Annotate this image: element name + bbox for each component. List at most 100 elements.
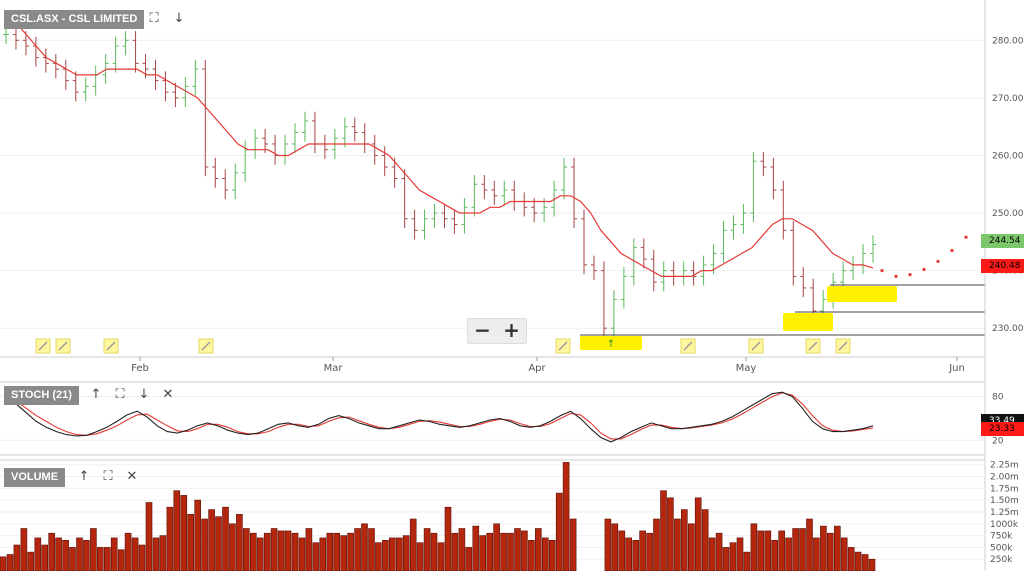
volume-bar <box>312 542 320 571</box>
stoch-k-line <box>5 391 874 443</box>
volume-bar <box>653 518 660 571</box>
volume-bar <box>604 518 612 571</box>
volume-bar <box>847 547 855 571</box>
volume-bar <box>840 537 848 571</box>
highlight-mark <box>827 286 897 302</box>
volume-bar <box>6 554 14 571</box>
volume-bar <box>764 530 772 571</box>
volume-bar <box>402 535 410 571</box>
arrow-up-icon[interactable]: ↑ <box>90 387 102 402</box>
pencil-icon-stroke <box>106 341 116 351</box>
volume-bar <box>69 547 76 571</box>
volume-bar <box>27 551 35 571</box>
volume-bar <box>750 523 758 571</box>
expand-icon[interactable]: ⛶ <box>149 11 159 26</box>
volume-label[interactable]: VOLUME <box>4 468 66 487</box>
price-bars <box>3 25 876 338</box>
close-icon[interactable]: ✕ <box>162 387 174 402</box>
volume-bar <box>507 532 514 571</box>
volume-bar <box>375 542 382 571</box>
volume-bar <box>124 532 132 571</box>
volume-bar <box>90 528 97 571</box>
month-label: Apr <box>528 363 546 374</box>
volume-bar <box>437 542 445 571</box>
volume-bar <box>548 539 556 571</box>
pencil-icon-stroke <box>201 341 211 351</box>
volume-bar <box>354 528 361 571</box>
volume-tick-label: 1.25m <box>990 508 1019 518</box>
stoch-axis: 80 20 <box>992 393 1004 447</box>
arrow-down-icon[interactable]: ↓ <box>173 11 185 26</box>
volume-bar <box>792 528 799 571</box>
volume-bar <box>416 542 424 571</box>
pencil-icon-stroke <box>838 341 848 351</box>
volume-bar <box>430 532 438 571</box>
price-tick-label: 230.00 <box>992 324 1024 334</box>
volume-bar <box>458 528 466 571</box>
symbol-label[interactable]: CSL.ASX - CSL LIMITED <box>4 10 145 29</box>
volume-bar <box>528 539 535 571</box>
zoom-out-button[interactable]: − <box>474 318 491 342</box>
volume-bar <box>83 539 90 571</box>
volume-bar <box>541 537 549 571</box>
volume-bar <box>722 547 730 571</box>
volume-bar <box>521 530 528 571</box>
highlight-marks: ↑ <box>580 284 985 350</box>
volume-bar <box>41 544 49 571</box>
volume-bar <box>145 502 153 571</box>
volume-tick-label: 2.25m <box>990 461 1019 471</box>
volume-bar <box>34 537 42 571</box>
pencil-icon-stroke <box>58 341 68 351</box>
volume-tick-label: 500k <box>990 543 1013 553</box>
volume-bar <box>340 535 348 571</box>
volume-bar <box>305 528 313 571</box>
volume-bar <box>409 518 417 571</box>
volume-bar <box>451 532 459 571</box>
volume-bar <box>291 532 299 571</box>
volume-bar <box>0 556 7 571</box>
price-grid <box>0 0 985 358</box>
volume-bar <box>854 551 862 571</box>
stoch-tick-label: 20 <box>992 436 1004 446</box>
arrow-up-icon[interactable]: ↑ <box>78 469 90 484</box>
stoch-label[interactable]: STOCH (21) <box>4 386 79 405</box>
volume-bar <box>326 532 334 571</box>
volume-bar <box>215 516 222 571</box>
price-tick-label: 260.00 <box>992 151 1024 161</box>
volume-bar <box>180 495 188 571</box>
volume-bar <box>479 535 487 571</box>
volume-bar <box>618 530 626 571</box>
volume-bar <box>493 523 500 571</box>
price-tick-label: 250.00 <box>992 209 1024 219</box>
volume-bar <box>646 532 653 571</box>
projection-dot <box>936 259 940 264</box>
annotation-icons <box>35 338 851 354</box>
pencil-icon-stroke <box>558 341 568 351</box>
volume-bar <box>333 532 341 571</box>
volume-bar <box>131 537 139 571</box>
expand-icon[interactable]: ⛶ <box>115 387 125 402</box>
volume-bar <box>611 523 619 571</box>
volume-bar <box>701 509 709 571</box>
projection-dot <box>908 273 912 277</box>
volume-tick-label: 1.75m <box>990 484 1019 494</box>
zoom-control: − + <box>467 318 527 344</box>
volume-bar <box>423 528 431 571</box>
volume-bar <box>138 544 146 571</box>
stoch-value-b-tag: 23.33 <box>981 422 1024 436</box>
volume-bar <box>674 518 681 571</box>
volume-tick-label: 2.00m <box>990 473 1019 483</box>
volume-bars <box>0 462 876 571</box>
volume-bar <box>799 528 806 571</box>
zoom-in-button[interactable]: + <box>503 318 520 342</box>
volume-bar <box>76 537 83 571</box>
volume-bar <box>472 525 480 571</box>
arrow-down-icon[interactable]: ↓ <box>138 387 150 402</box>
close-icon[interactable]: ✕ <box>126 469 138 484</box>
expand-icon[interactable]: ⛶ <box>103 469 113 484</box>
volume-bar <box>729 542 737 571</box>
volume-bar <box>514 528 521 571</box>
price-panel-bg <box>0 0 985 357</box>
pencil-icon-stroke <box>751 341 761 351</box>
